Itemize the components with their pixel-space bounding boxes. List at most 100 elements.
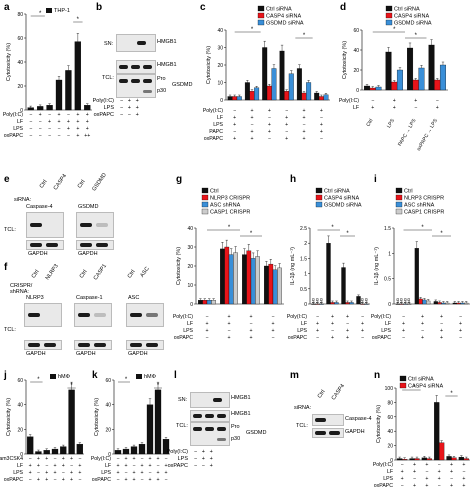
b-tcl-blot2 <box>116 74 156 98</box>
l-tcl-label: TCL: <box>176 423 188 429</box>
bar <box>421 457 427 461</box>
e-blot2 <box>76 212 114 238</box>
f-casp1: CASP1 <box>92 263 109 282</box>
bar <box>409 458 415 461</box>
y-tick-label: 20 <box>17 427 23 433</box>
legend-label: Ctrl siRNA <box>408 377 434 383</box>
y-tick-label: 1.5 <box>300 256 307 262</box>
bar <box>319 303 324 305</box>
l-band <box>217 427 226 431</box>
condition-sign: + <box>29 470 32 476</box>
f-blot2 <box>74 303 112 327</box>
condition-sign: + <box>233 136 236 142</box>
y-tick-label: 60 <box>17 378 23 384</box>
condition-sign: − <box>402 314 405 320</box>
condition-sign: + <box>227 321 230 327</box>
condition-sign: + <box>124 463 127 469</box>
condition-sign: − <box>250 122 253 128</box>
significance-star: * <box>251 27 254 33</box>
legend-swatch <box>395 194 403 201</box>
f-band <box>78 313 90 317</box>
bar <box>46 105 53 111</box>
condition-sign: − <box>205 335 208 341</box>
significance-star: * <box>157 383 160 389</box>
bar <box>422 299 427 305</box>
condition-sign: + <box>45 477 48 483</box>
b-band <box>119 65 128 69</box>
legend-label: CASP4 siRNA <box>324 196 359 202</box>
condition-sign: − <box>440 321 443 327</box>
legend-swatch <box>385 19 393 26</box>
l-row-label-2: LPS <box>177 456 188 462</box>
bar <box>198 300 203 305</box>
condition-sign: + <box>140 470 143 476</box>
condition-sign: − <box>462 469 465 475</box>
bar <box>220 248 225 305</box>
legend-swatch <box>201 187 209 194</box>
bar <box>418 67 425 91</box>
panel-letter-i: i <box>374 174 377 185</box>
bar <box>434 79 441 91</box>
l-tcl-blot1 <box>190 410 230 422</box>
legend-label: GSDMD siRNA <box>266 21 304 27</box>
bar <box>318 96 324 101</box>
bar <box>236 96 242 101</box>
bar <box>399 303 404 305</box>
condition-sign: + <box>331 314 334 320</box>
condition-sign: + <box>462 462 465 468</box>
panel-letter-m: m <box>290 370 299 381</box>
f-band <box>78 343 90 347</box>
f-gapdh3 <box>126 340 164 350</box>
condition-sign: + <box>462 476 465 482</box>
bar <box>138 443 146 455</box>
bar <box>402 459 408 461</box>
y-tick-label: 30 <box>187 245 193 251</box>
bar <box>51 448 59 455</box>
bar <box>284 91 290 101</box>
condition-sign: + <box>302 108 305 114</box>
significance-star: * <box>393 27 396 33</box>
nd-label: ND <box>316 297 320 303</box>
condition-sign: + <box>164 470 167 476</box>
legend-swatch <box>385 12 393 19</box>
bar <box>458 456 464 461</box>
condition-sign: + <box>62 463 65 469</box>
bar <box>227 96 233 101</box>
condition-label: oxPAPC <box>374 483 393 489</box>
b-row-label-2: LPS <box>103 105 114 111</box>
condition-sign: + <box>361 328 364 334</box>
condition-sign: − <box>320 115 323 121</box>
y-tick-label: 2 <box>304 241 307 247</box>
y-tick-label: 0 <box>20 452 23 458</box>
y-tick-label: 30 <box>217 46 223 52</box>
l-band <box>193 427 202 431</box>
significance-star: * <box>331 225 334 231</box>
condition-sign: − <box>48 133 51 139</box>
condition-label: Poly(I:C) <box>339 98 359 104</box>
m-sirna-label: siRNA: <box>294 405 312 411</box>
f-nlrp3-label: NLRP3 <box>26 295 44 301</box>
y-tick-label: 40 <box>217 28 223 34</box>
condition-sign: + <box>227 335 230 341</box>
bar <box>27 107 34 111</box>
bar <box>363 85 371 91</box>
f-gapdh-label-1: GAPDH <box>26 351 46 357</box>
condition-sign: − <box>285 108 288 114</box>
bar <box>437 302 442 305</box>
condition-sign: + <box>67 126 70 132</box>
condition-sign: − <box>438 483 441 489</box>
y-tick-label: 60 <box>105 378 111 384</box>
condition-sign: + <box>421 335 424 341</box>
condition-sign: + <box>271 321 274 327</box>
condition-sign: + <box>78 470 81 476</box>
significance-star: * <box>37 377 40 383</box>
bar <box>464 302 469 305</box>
bar <box>439 442 445 461</box>
bar <box>301 92 307 101</box>
bar <box>296 68 302 101</box>
condition-sign: + <box>285 115 288 121</box>
y-tick-label: 0 <box>108 452 111 458</box>
legend-label: CASP1 CRISPR <box>210 210 250 216</box>
condition-sign: − <box>39 119 42 125</box>
